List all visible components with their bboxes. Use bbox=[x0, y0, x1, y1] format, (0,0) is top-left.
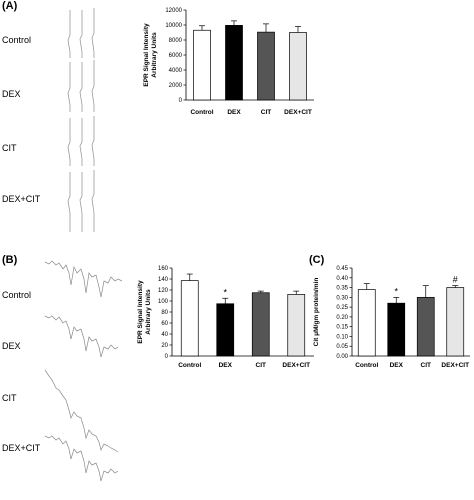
spectrum-b-label-cit: CIT bbox=[2, 393, 17, 403]
category-label: DEX+CIT bbox=[441, 362, 469, 369]
spectrum-a-label-control: Control bbox=[2, 35, 32, 45]
y-tick-label: 8000 bbox=[169, 38, 183, 44]
category-label: CIT bbox=[421, 362, 432, 369]
y-tick-label: 20 bbox=[161, 343, 168, 349]
y-tick-label: 0.10 bbox=[336, 334, 348, 340]
y-axis-title-line: Arbitrary Units bbox=[151, 32, 158, 78]
significance-marker: * bbox=[394, 286, 398, 296]
category-label: DEX+CIT bbox=[284, 109, 312, 116]
category-label: Control bbox=[355, 362, 378, 369]
spectrum-b-control bbox=[44, 260, 123, 298]
y-tick-label: 80 bbox=[161, 310, 168, 316]
y-axis-title-line: EPR Signal Intensity bbox=[143, 23, 150, 87]
y-tick-label: 0.45 bbox=[336, 266, 348, 272]
spectrum-a-control bbox=[67, 8, 95, 58]
panel-c-label: (C) bbox=[309, 254, 325, 266]
bar-dex-cit bbox=[446, 287, 465, 357]
bar-dex bbox=[387, 302, 406, 357]
y-tick-label: 0.20 bbox=[336, 315, 348, 321]
spectrum-b-label-control: Control bbox=[2, 290, 32, 300]
y-axis-title-line: EPR Signal Intensity bbox=[137, 280, 144, 344]
y-tick-label: 0 bbox=[179, 98, 183, 104]
y-tick-label: 0.25 bbox=[336, 305, 348, 311]
y-tick-label: 140 bbox=[158, 277, 169, 283]
spectrum-a-dex-cit bbox=[67, 170, 95, 232]
y-axis-title: Cit μM/gm protein/min bbox=[313, 278, 320, 347]
spectrum-a-cit bbox=[67, 116, 95, 166]
spectrum-b-traces bbox=[44, 260, 123, 482]
y-tick-label: 6000 bbox=[169, 53, 183, 59]
y-tick-label: 2000 bbox=[169, 83, 183, 89]
spectrum-b-label-dex-cit: DEX+CIT bbox=[2, 443, 41, 453]
y-axis-title: EPR Signal Intensity Arbitrary Units bbox=[143, 23, 158, 87]
y-tick-label: 0.30 bbox=[336, 295, 348, 301]
y-tick-label: 120 bbox=[158, 288, 169, 294]
y-tick-label: 4000 bbox=[169, 68, 183, 74]
bar-cit bbox=[416, 296, 435, 357]
significance-marker: # bbox=[453, 275, 458, 285]
y-axis-title-line: Arbitrary Units bbox=[145, 289, 152, 335]
y-tick-label: 0.15 bbox=[336, 325, 348, 331]
spectrum-a-dex bbox=[67, 60, 95, 112]
y-tick-label: 12000 bbox=[165, 8, 182, 14]
category-label: DEX bbox=[227, 109, 241, 116]
category-label: Control bbox=[190, 109, 213, 116]
y-tick-label: 160 bbox=[158, 266, 169, 272]
y-axis-title-line: Cit μM/gm protein/min bbox=[313, 278, 320, 347]
y-axis-title: EPR Signal Intensity Arbitrary Units bbox=[137, 280, 152, 344]
y-tick-label: 0.35 bbox=[336, 286, 348, 292]
y-tick-label: 100 bbox=[158, 299, 169, 305]
y-tick-label: 40 bbox=[161, 332, 168, 338]
category-label: DEX+CIT bbox=[282, 362, 310, 369]
significance-marker: * bbox=[223, 287, 227, 297]
spectrum-a-traces bbox=[67, 8, 95, 232]
y-tick-label: 0.05 bbox=[336, 344, 348, 350]
spectrum-a-label-dex: DEX bbox=[2, 89, 21, 99]
spectrum-b-dex bbox=[44, 315, 119, 358]
spectrum-b-label-dex: DEX bbox=[2, 341, 21, 351]
y-tick-label: 60 bbox=[161, 321, 168, 327]
y-tick-label: 0.40 bbox=[336, 276, 348, 282]
panel-a-label: (A) bbox=[2, 0, 18, 12]
y-tick-label: 0.00 bbox=[336, 354, 348, 360]
spectrum-b-dex-cit bbox=[44, 435, 119, 482]
spectrum-b-cit bbox=[44, 369, 119, 453]
y-tick-label: 10000 bbox=[165, 23, 182, 29]
category-label: DEX bbox=[219, 362, 233, 369]
category-label: DEX bbox=[390, 362, 404, 369]
category-label: CIT bbox=[261, 109, 272, 116]
spectrum-a-label-dex-cit: DEX+CIT bbox=[2, 194, 41, 204]
spectrum-a-label-cit: CIT bbox=[2, 143, 17, 153]
panel-b-label: (B) bbox=[2, 254, 18, 266]
y-tick-label: 0 bbox=[165, 354, 169, 360]
bar-control bbox=[357, 289, 376, 357]
category-label: Control bbox=[178, 362, 201, 369]
category-label: CIT bbox=[256, 362, 267, 369]
